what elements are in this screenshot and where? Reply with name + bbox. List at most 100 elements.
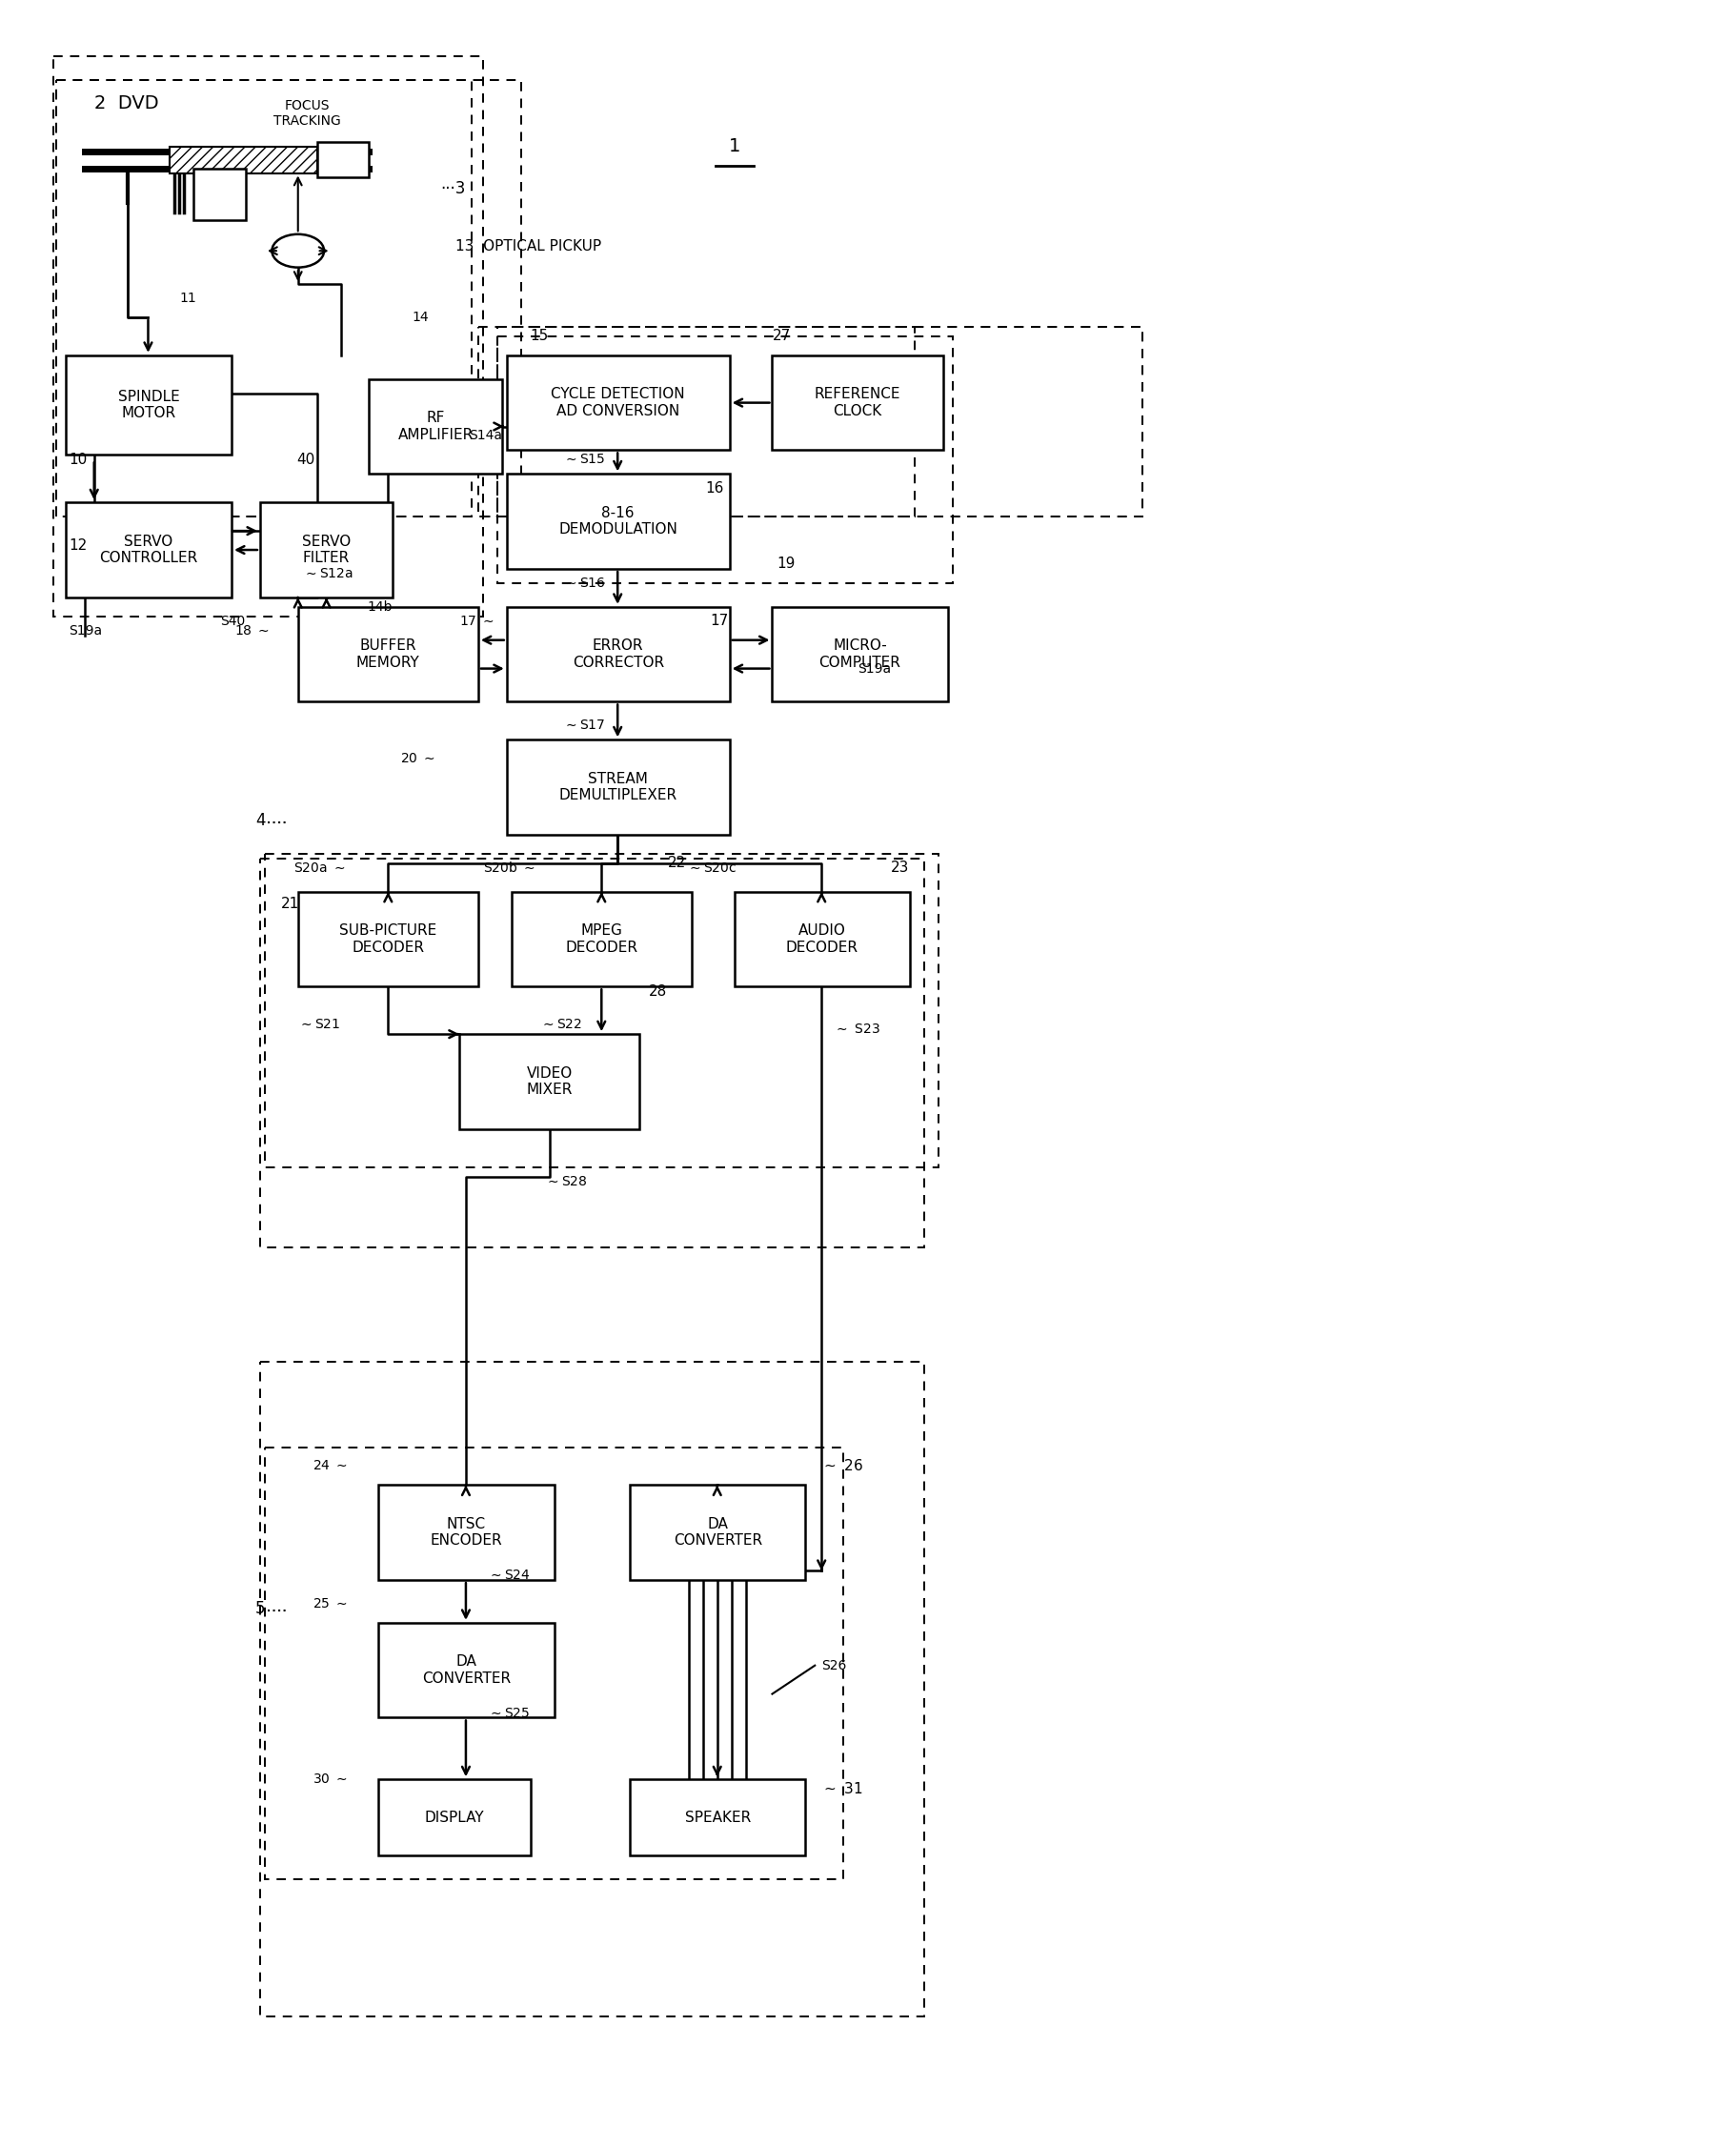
- Text: S40: S40: [220, 614, 245, 627]
- Bar: [773, 608, 948, 702]
- Text: $\sim$S15: $\sim$S15: [564, 453, 606, 466]
- Text: NTSC
ENCODER: NTSC ENCODER: [431, 1518, 502, 1548]
- Bar: [260, 1361, 924, 2016]
- Text: REFERENCE
CLOCK: REFERENCE CLOCK: [814, 386, 901, 419]
- Text: SERVO
FILTER: SERVO FILTER: [302, 535, 351, 565]
- Text: ERROR
CORRECTOR: ERROR CORRECTOR: [573, 640, 663, 670]
- Text: $\sim$S20c: $\sim$S20c: [687, 861, 736, 874]
- Text: STREAM
DEMULTIPLEXER: STREAM DEMULTIPLEXER: [559, 771, 677, 803]
- Text: 10: 10: [68, 453, 87, 466]
- Text: S20a $\sim$: S20a $\sim$: [293, 861, 345, 874]
- Text: 21: 21: [281, 897, 299, 910]
- Text: 40: 40: [297, 453, 314, 466]
- Text: 5: 5: [255, 1600, 266, 1617]
- Bar: [56, 79, 472, 517]
- Text: CYCLE DETECTION
AD CONVERSION: CYCLE DETECTION AD CONVERSION: [550, 386, 686, 419]
- Text: DA
CONVERTER: DA CONVERTER: [674, 1518, 762, 1548]
- Text: 30 $\sim$: 30 $\sim$: [312, 1773, 347, 1786]
- Bar: [66, 354, 231, 455]
- Text: 16: 16: [707, 481, 724, 496]
- Text: 11: 11: [179, 292, 196, 305]
- Text: 27: 27: [773, 328, 790, 344]
- Bar: [477, 326, 915, 517]
- Text: S19a: S19a: [858, 661, 891, 676]
- Text: FOCUS
TRACKING: FOCUS TRACKING: [274, 99, 342, 127]
- Bar: [630, 1486, 806, 1580]
- Text: $\sim$ S23: $\sim$ S23: [833, 1022, 880, 1037]
- Bar: [512, 891, 691, 988]
- Bar: [378, 1623, 554, 1718]
- Text: RF
AMPLIFIER: RF AMPLIFIER: [398, 410, 474, 442]
- Bar: [507, 741, 729, 835]
- Text: 25 $\sim$: 25 $\sim$: [312, 1597, 347, 1610]
- Text: VIDEO
MIXER: VIDEO MIXER: [526, 1067, 573, 1097]
- Text: 14b: 14b: [368, 601, 392, 614]
- Text: 17 $\sim$: 17 $\sim$: [460, 614, 495, 627]
- Bar: [266, 855, 937, 1168]
- Bar: [194, 167, 247, 221]
- Text: $\sim$S17: $\sim$S17: [564, 719, 606, 732]
- Text: $\sim$ 26: $\sim$ 26: [821, 1458, 863, 1473]
- Text: 8-16
DEMODULATION: 8-16 DEMODULATION: [559, 507, 677, 537]
- Text: 20 $\sim$: 20 $\sim$: [401, 751, 436, 766]
- Bar: [496, 337, 953, 584]
- Text: 2  DVD: 2 DVD: [94, 94, 158, 112]
- Bar: [460, 1035, 639, 1129]
- Text: DISPLAY: DISPLAY: [425, 1810, 484, 1825]
- Text: 17: 17: [710, 614, 729, 629]
- Bar: [378, 1780, 531, 1855]
- Bar: [378, 1486, 554, 1580]
- Bar: [56, 79, 521, 517]
- Text: 15: 15: [531, 328, 549, 344]
- Bar: [170, 146, 318, 174]
- Bar: [496, 326, 1142, 517]
- Text: 4: 4: [255, 812, 266, 829]
- Text: SERVO
CONTROLLER: SERVO CONTROLLER: [99, 535, 198, 565]
- Bar: [299, 891, 477, 988]
- Bar: [496, 326, 1142, 517]
- Text: $\sim$S24: $\sim$S24: [488, 1569, 529, 1582]
- Text: 28: 28: [649, 983, 667, 998]
- Text: 23: 23: [891, 861, 910, 876]
- Text: $\sim$S12a: $\sim$S12a: [302, 567, 352, 580]
- Bar: [54, 56, 483, 616]
- Text: $\sim$S22: $\sim$S22: [540, 1018, 582, 1031]
- Bar: [370, 380, 502, 474]
- Text: S20b $\sim$: S20b $\sim$: [483, 861, 535, 876]
- Bar: [507, 354, 729, 451]
- Text: SPINDLE
MOTOR: SPINDLE MOTOR: [118, 389, 179, 421]
- Text: 12: 12: [68, 539, 87, 552]
- Text: $\sim$S21: $\sim$S21: [299, 1018, 340, 1031]
- Text: 14: 14: [411, 311, 429, 324]
- Bar: [507, 608, 729, 702]
- Bar: [260, 502, 392, 597]
- Text: S14a: S14a: [469, 429, 502, 442]
- Bar: [507, 474, 729, 569]
- Text: SPEAKER: SPEAKER: [684, 1810, 750, 1825]
- Text: MICRO-
COMPUTER: MICRO- COMPUTER: [819, 640, 901, 670]
- Bar: [318, 142, 370, 178]
- Text: $\sim$S28: $\sim$S28: [545, 1174, 587, 1187]
- Bar: [299, 608, 477, 702]
- Text: 19: 19: [778, 556, 795, 571]
- Text: AUDIO
DECODER: AUDIO DECODER: [786, 923, 858, 955]
- Bar: [630, 1780, 806, 1855]
- Text: BUFFER
MEMORY: BUFFER MEMORY: [356, 640, 420, 670]
- Text: S26: S26: [821, 1660, 847, 1673]
- Text: 22: 22: [668, 857, 686, 870]
- Text: $\sim$S16: $\sim$S16: [564, 575, 606, 590]
- Text: $\sim$ 31: $\sim$ 31: [821, 1782, 863, 1797]
- Text: 24 $\sim$: 24 $\sim$: [312, 1460, 347, 1473]
- Bar: [66, 502, 231, 597]
- Text: $\sim$S25: $\sim$S25: [488, 1707, 529, 1720]
- Text: DA
CONVERTER: DA CONVERTER: [422, 1655, 510, 1685]
- Bar: [266, 1447, 844, 1879]
- Bar: [260, 859, 924, 1247]
- Text: 18 $\sim$: 18 $\sim$: [234, 625, 269, 638]
- Text: 13  OPTICAL PICKUP: 13 OPTICAL PICKUP: [455, 238, 601, 253]
- Bar: [773, 354, 943, 451]
- Text: S19a: S19a: [68, 625, 102, 638]
- Text: SUB-PICTURE
DECODER: SUB-PICTURE DECODER: [339, 923, 437, 955]
- Bar: [734, 891, 910, 988]
- Text: 1: 1: [729, 137, 740, 155]
